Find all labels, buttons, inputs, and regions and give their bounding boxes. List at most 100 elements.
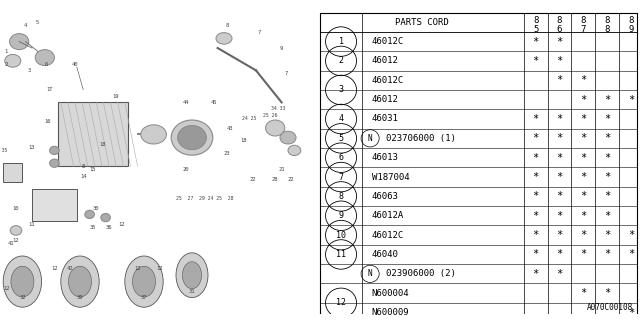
Ellipse shape [176,253,208,298]
Text: 1: 1 [339,37,344,46]
Text: 6: 6 [557,25,562,34]
Text: *: * [556,56,563,66]
Text: 35: 35 [90,225,96,230]
Text: *: * [556,191,563,201]
Text: *: * [604,230,611,240]
Text: 7: 7 [285,71,288,76]
Text: *: * [532,230,539,240]
Text: 22: 22 [288,177,294,182]
Text: 1: 1 [4,49,8,54]
Text: 8: 8 [628,16,634,25]
Text: 42: 42 [67,266,74,271]
Text: *: * [556,153,563,163]
Text: 12: 12 [157,266,163,271]
Ellipse shape [50,159,60,167]
Text: *: * [556,250,563,260]
Ellipse shape [182,262,202,289]
Text: *: * [556,133,563,143]
Text: *: * [604,191,611,201]
Text: 9: 9 [339,211,344,220]
Text: 9: 9 [280,45,284,51]
Text: 44: 44 [182,100,189,105]
Text: 18: 18 [99,141,106,147]
Bar [32,189,77,221]
Ellipse shape [5,54,20,67]
Text: *: * [628,308,634,317]
Text: N600004: N600004 [372,289,410,298]
Bar [3,163,22,182]
Text: 10: 10 [336,231,346,240]
Text: *: * [532,172,539,182]
Text: A070C00108: A070C00108 [588,303,634,312]
Text: *: * [532,36,539,47]
Ellipse shape [216,33,232,44]
Text: 13: 13 [29,145,35,150]
Text: 3: 3 [339,85,344,94]
Text: 14: 14 [80,173,86,179]
Text: 7: 7 [339,172,344,181]
Text: 1T: 1T [46,87,53,92]
Text: *: * [580,211,587,221]
Text: *: * [580,75,587,85]
Text: 28: 28 [272,177,278,182]
Text: 46063: 46063 [372,192,399,201]
Text: *: * [556,172,563,182]
Text: N: N [368,269,372,278]
Text: 25  27  29 24 25  28: 25 27 29 24 25 28 [176,196,234,201]
Text: 36 35: 36 35 [0,148,7,153]
Text: *: * [580,95,587,105]
Text: 8: 8 [580,16,586,25]
Ellipse shape [3,256,42,307]
Text: *: * [532,153,539,163]
Text: 5: 5 [533,25,538,34]
Text: 6: 6 [45,61,48,67]
Ellipse shape [288,145,301,156]
Ellipse shape [85,210,95,219]
Text: 46031: 46031 [372,115,399,124]
Text: *: * [580,133,587,143]
Ellipse shape [125,256,163,307]
Text: 46012A: 46012A [372,211,404,220]
Text: 18: 18 [240,138,246,143]
Text: *: * [604,211,611,221]
Text: 11: 11 [336,250,346,259]
Text: *: * [580,153,587,163]
Text: 43: 43 [227,125,234,131]
Text: 39: 39 [77,295,83,300]
Ellipse shape [266,120,285,136]
Ellipse shape [101,213,111,222]
Ellipse shape [61,256,99,307]
Text: *: * [580,230,587,240]
Text: *: * [604,95,611,105]
Text: 16: 16 [45,119,51,124]
Text: *: * [604,133,611,143]
Text: *: * [532,133,539,143]
Ellipse shape [141,125,166,144]
Text: 12: 12 [118,221,125,227]
Text: *: * [580,288,587,298]
Text: *: * [556,75,563,85]
Text: 19: 19 [112,93,118,99]
Text: 7: 7 [257,29,261,35]
Text: 37: 37 [141,295,147,300]
Text: *: * [556,114,563,124]
Text: 11: 11 [29,221,35,227]
Text: *: * [532,211,539,221]
Text: 7: 7 [580,25,586,34]
Text: 12: 12 [134,266,141,271]
Text: 45: 45 [211,100,218,105]
Text: 30: 30 [93,205,99,211]
Ellipse shape [132,266,156,297]
Text: 023706000 (1): 023706000 (1) [387,134,456,143]
Text: 31: 31 [189,289,195,294]
Text: PARTS CORD: PARTS CORD [395,18,449,27]
Text: 20: 20 [182,167,189,172]
Text: 46012C: 46012C [372,231,404,240]
Text: 24 25: 24 25 [243,116,257,121]
Text: 46040: 46040 [372,250,399,259]
Text: 46012: 46012 [372,56,399,65]
Text: W187004: W187004 [372,172,410,181]
Ellipse shape [172,120,212,155]
Text: 4: 4 [24,23,28,28]
Ellipse shape [68,266,92,297]
